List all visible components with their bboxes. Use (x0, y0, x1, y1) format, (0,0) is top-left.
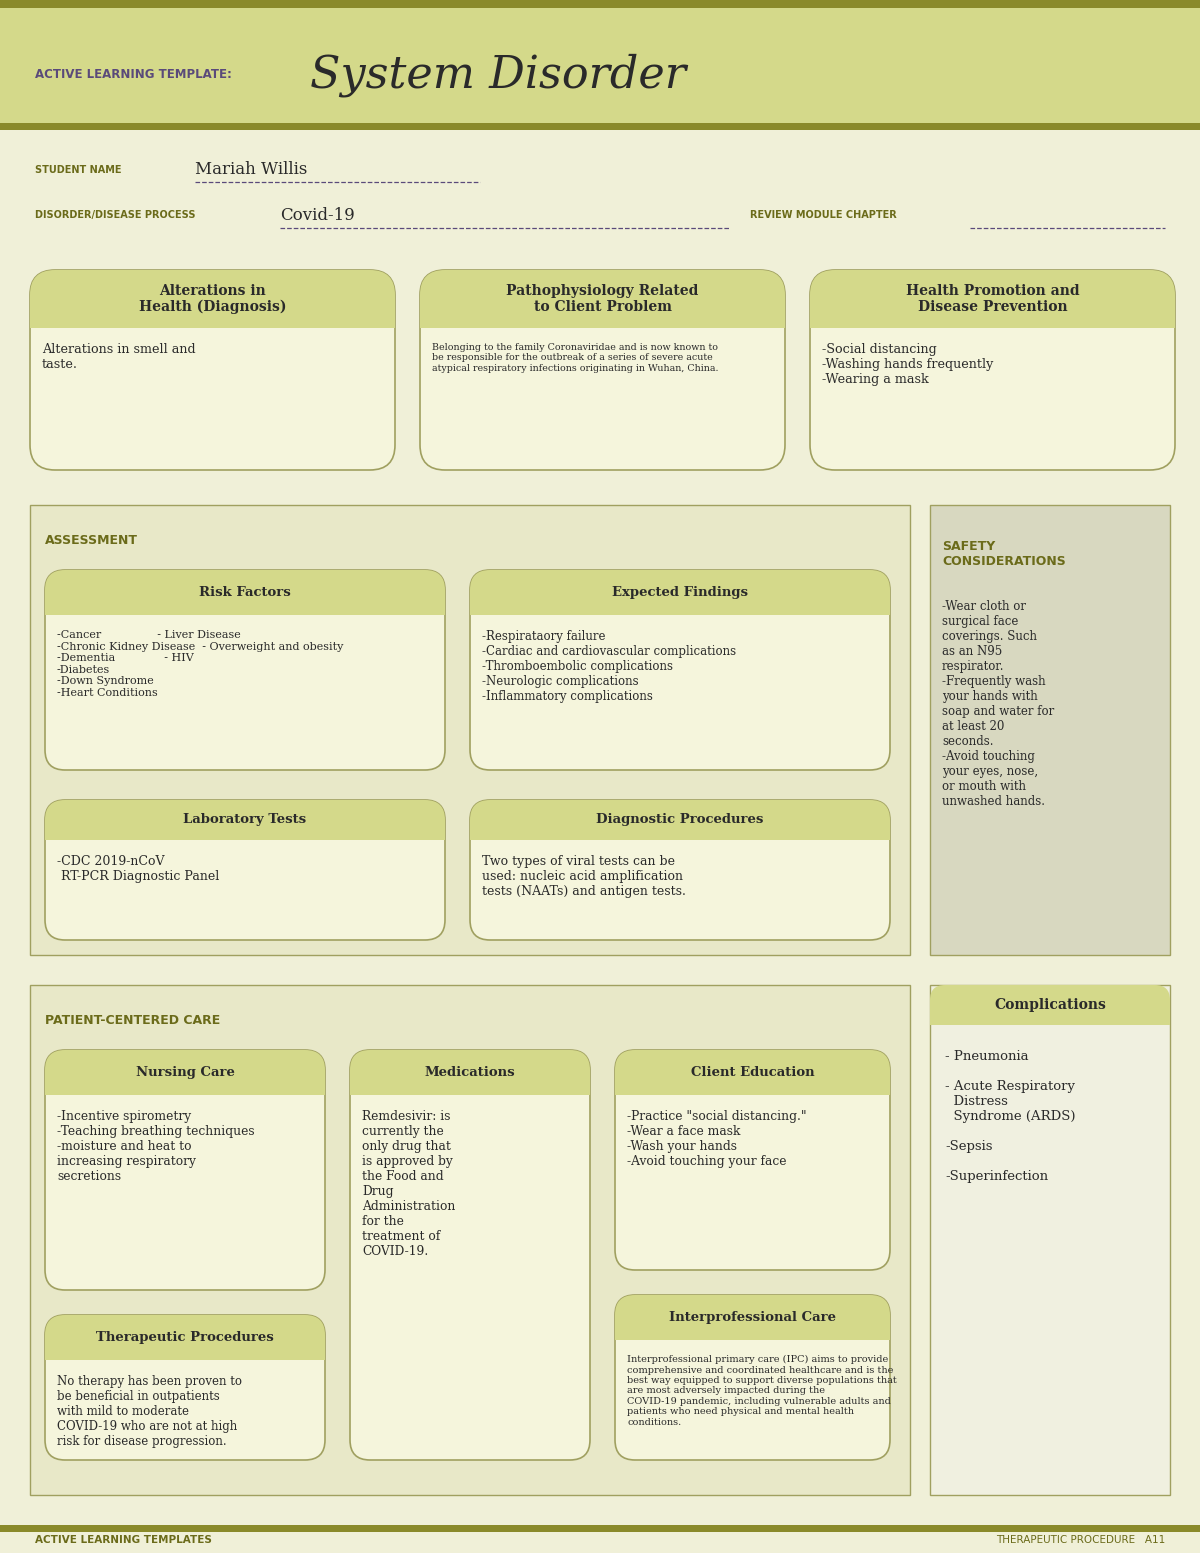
Text: Therapeutic Procedures: Therapeutic Procedures (96, 1331, 274, 1343)
Bar (0, 8, 1200, 123)
Bar (0, 1525, 1200, 1531)
Text: -Social distancing
-Washing hands frequently
-Wearing a mask: -Social distancing -Washing hands freque… (822, 343, 994, 387)
Text: Covid-19: Covid-19 (280, 207, 355, 224)
Text: Belonging to the family Coronaviridae and is now known to
be responsible for the: Belonging to the family Coronaviridae an… (432, 343, 719, 373)
FancyBboxPatch shape (810, 270, 1175, 471)
Bar (30, 985, 910, 1496)
FancyBboxPatch shape (470, 570, 890, 615)
FancyBboxPatch shape (46, 570, 445, 770)
FancyBboxPatch shape (46, 1315, 325, 1460)
Text: Alterations in smell and
taste.: Alterations in smell and taste. (42, 343, 196, 371)
FancyBboxPatch shape (46, 570, 445, 615)
Bar (46, 1073, 325, 1095)
FancyBboxPatch shape (810, 270, 1175, 328)
FancyBboxPatch shape (46, 1050, 325, 1291)
Bar (930, 1005, 1170, 1025)
Text: Health Promotion and
Disease Prevention: Health Promotion and Disease Prevention (906, 284, 1079, 314)
Bar (0, 0, 1200, 8)
Text: ACTIVE LEARNING TEMPLATE:: ACTIVE LEARNING TEMPLATE: (35, 68, 232, 81)
Text: -Cancer                - Liver Disease
-Chronic Kidney Disease  - Overweight and: -Cancer - Liver Disease -Chronic Kidney … (58, 631, 343, 697)
FancyBboxPatch shape (616, 1295, 890, 1340)
Text: STUDENT NAME: STUDENT NAME (35, 165, 121, 175)
Text: No therapy has been proven to
be beneficial in outpatients
with mild to moderate: No therapy has been proven to be benefic… (58, 1374, 242, 1447)
FancyBboxPatch shape (350, 1050, 590, 1095)
FancyBboxPatch shape (470, 800, 890, 840)
Bar (930, 505, 1170, 955)
Text: -CDC 2019-nCoV
 RT-PCR Diagnostic Panel: -CDC 2019-nCoV RT-PCR Diagnostic Panel (58, 856, 220, 884)
Bar (30, 300, 395, 328)
Bar (46, 1337, 325, 1360)
Text: Mariah Willis: Mariah Willis (194, 162, 307, 179)
Bar (46, 593, 445, 615)
Bar (46, 820, 445, 840)
Text: Interprofessional primary care (IPC) aims to provide
comprehensive and coordinat: Interprofessional primary care (IPC) aim… (628, 1356, 896, 1427)
FancyBboxPatch shape (30, 270, 395, 328)
Bar (470, 593, 890, 615)
Text: -Practice "social distancing."
-Wear a face mask
-Wash your hands
-Avoid touchin: -Practice "social distancing." -Wear a f… (628, 1110, 806, 1168)
Bar (420, 300, 785, 328)
Text: -Wear cloth or
surgical face
coverings. Such
as an N95
respirator.
-Frequently w: -Wear cloth or surgical face coverings. … (942, 599, 1055, 808)
Text: PATIENT-CENTERED CARE: PATIENT-CENTERED CARE (46, 1014, 221, 1027)
Text: Alterations in
Health (Diagnosis): Alterations in Health (Diagnosis) (139, 284, 287, 314)
Text: Client Education: Client Education (691, 1065, 815, 1079)
Text: -Respirataory failure
-Cardiac and cardiovascular complications
-Thromboembolic : -Respirataory failure -Cardiac and cardi… (482, 631, 736, 704)
Text: Risk Factors: Risk Factors (199, 585, 290, 599)
Text: ACTIVE LEARNING TEMPLATES: ACTIVE LEARNING TEMPLATES (35, 1534, 212, 1545)
Text: Interprofessional Care: Interprofessional Care (670, 1311, 836, 1325)
FancyBboxPatch shape (420, 270, 785, 328)
FancyBboxPatch shape (470, 570, 890, 770)
Text: Nursing Care: Nursing Care (136, 1065, 234, 1079)
FancyBboxPatch shape (30, 270, 395, 471)
Text: DISORDER/DISEASE PROCESS: DISORDER/DISEASE PROCESS (35, 210, 196, 221)
Bar (350, 1073, 590, 1095)
FancyBboxPatch shape (46, 1315, 325, 1360)
Text: Pathophysiology Related
to Client Problem: Pathophysiology Related to Client Proble… (506, 284, 698, 314)
Text: System Disorder: System Disorder (310, 53, 686, 96)
Text: Complications: Complications (994, 999, 1106, 1013)
Bar (616, 1073, 890, 1095)
Bar (0, 123, 1200, 130)
Text: -Incentive spirometry
-Teaching breathing techniques
-moisture and heat to
incre: -Incentive spirometry -Teaching breathin… (58, 1110, 254, 1183)
Bar (930, 985, 1170, 1496)
FancyBboxPatch shape (616, 1050, 890, 1270)
Text: Expected Findings: Expected Findings (612, 585, 748, 599)
FancyBboxPatch shape (470, 800, 890, 940)
Text: Laboratory Tests: Laboratory Tests (184, 814, 306, 826)
Text: SAFETY
CONSIDERATIONS: SAFETY CONSIDERATIONS (942, 540, 1066, 568)
FancyBboxPatch shape (350, 1050, 590, 1460)
Text: Medications: Medications (425, 1065, 515, 1079)
FancyBboxPatch shape (930, 985, 1170, 1025)
FancyBboxPatch shape (616, 1295, 890, 1460)
Text: Two types of viral tests can be
used: nucleic acid amplification
tests (NAATs) a: Two types of viral tests can be used: nu… (482, 856, 686, 898)
Text: THERAPEUTIC PROCEDURE   A11: THERAPEUTIC PROCEDURE A11 (996, 1534, 1165, 1545)
FancyBboxPatch shape (46, 800, 445, 840)
Bar (30, 505, 910, 955)
Text: ASSESSMENT: ASSESSMENT (46, 534, 138, 547)
Text: REVIEW MODULE CHAPTER: REVIEW MODULE CHAPTER (750, 210, 896, 221)
FancyBboxPatch shape (420, 270, 785, 471)
FancyBboxPatch shape (46, 1050, 325, 1095)
Text: Diagnostic Procedures: Diagnostic Procedures (596, 814, 763, 826)
Text: - Pneumonia

- Acute Respiratory
  Distress
  Syndrome (ARDS)

-Sepsis

-Superin: - Pneumonia - Acute Respiratory Distress… (946, 1050, 1075, 1183)
FancyBboxPatch shape (616, 1050, 890, 1095)
Bar (616, 1317, 890, 1340)
Text: Remdesivir: is
currently the
only drug that
is approved by
the Food and
Drug
Adm: Remdesivir: is currently the only drug t… (362, 1110, 455, 1258)
FancyBboxPatch shape (46, 800, 445, 940)
Bar (810, 300, 1175, 328)
Bar (470, 820, 890, 840)
